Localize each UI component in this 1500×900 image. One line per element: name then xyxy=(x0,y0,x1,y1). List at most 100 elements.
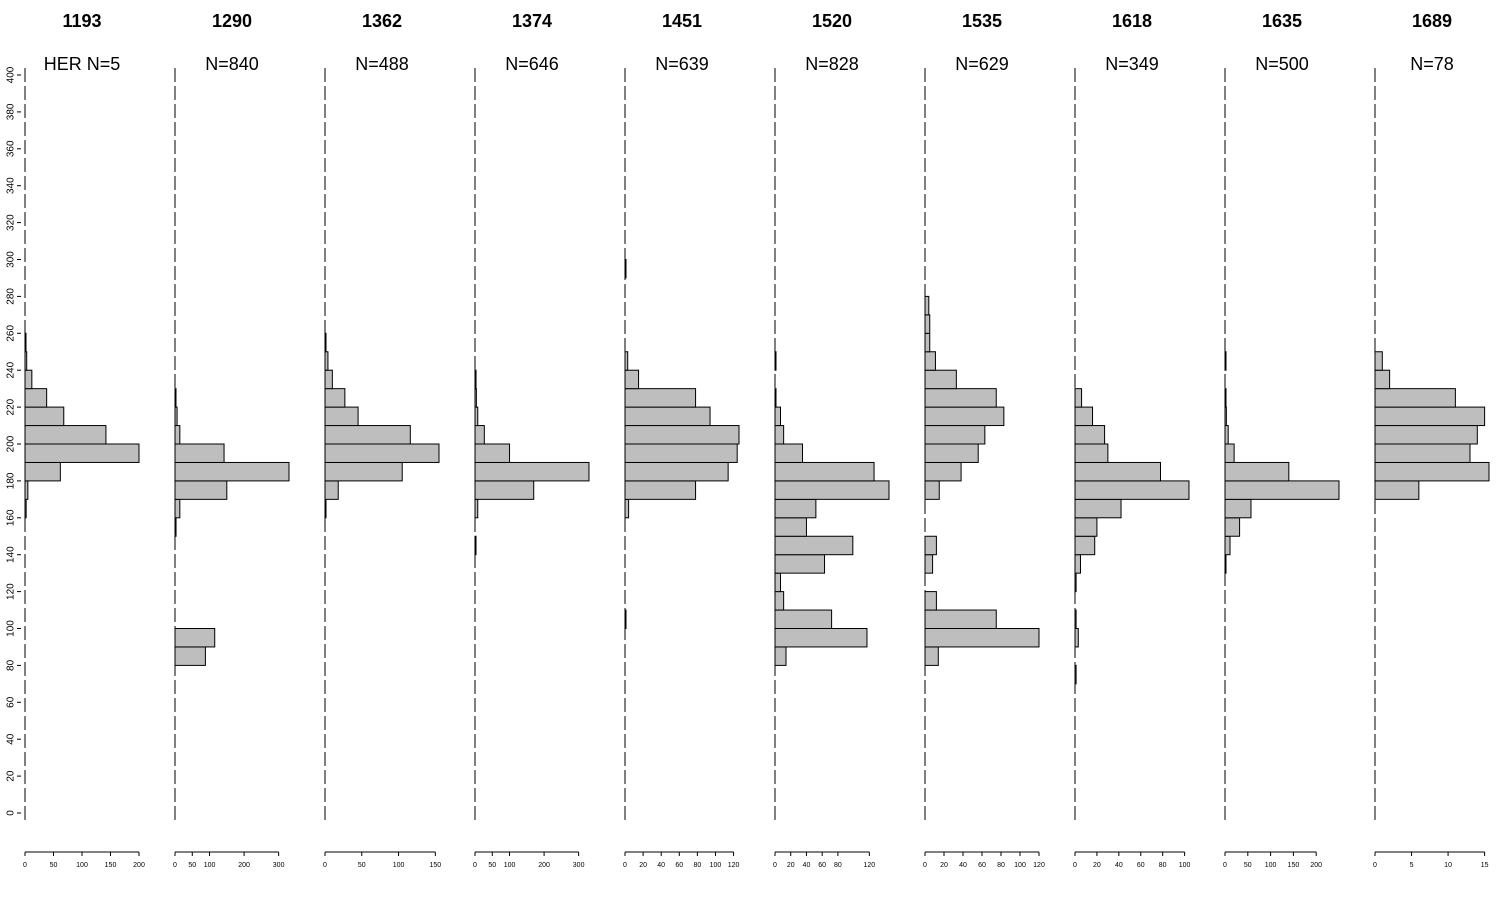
histogram-bar xyxy=(774,406,782,427)
histogram-bar xyxy=(1074,554,1081,574)
histogram-bar xyxy=(1374,388,1456,408)
histogram-bar xyxy=(174,628,216,648)
panel-title: 1193 xyxy=(62,11,101,31)
panel-title: 1290 xyxy=(212,11,252,31)
x-tick-label: 20 xyxy=(940,862,948,869)
histogram-bar xyxy=(474,388,477,408)
histogram-bar xyxy=(924,406,1005,427)
histogram-bar xyxy=(1374,443,1471,463)
histogram-bar xyxy=(1224,498,1252,519)
y-tick-label: 320 xyxy=(6,214,17,231)
histogram-bar xyxy=(774,425,785,445)
histogram-bar xyxy=(924,535,937,556)
histogram-bar xyxy=(1074,425,1106,445)
histogram-panel: 1618 N=349 0 20 40 60 80 100 xyxy=(1073,11,1191,869)
histogram-bar xyxy=(24,388,48,408)
x-tick-label: 0 xyxy=(23,862,27,869)
x-tick-label: 80 xyxy=(997,862,1005,869)
histogram-bar xyxy=(1224,406,1227,427)
histogram-bar xyxy=(324,351,329,371)
histogram-bar xyxy=(24,369,33,390)
x-tick-label: 100 xyxy=(504,862,516,869)
histogram-bar xyxy=(624,425,740,445)
histogram-bar xyxy=(924,425,986,445)
x-tick-label: 150 xyxy=(105,862,117,869)
histogram-bar xyxy=(174,517,177,537)
y-tick-label: 240 xyxy=(6,361,17,378)
histogram-bar xyxy=(174,480,228,500)
x-tick-label: 120 xyxy=(864,862,876,869)
histogram-bar xyxy=(924,591,937,611)
panel-sample-size: N=840 xyxy=(205,54,259,74)
x-tick-label: 300 xyxy=(273,862,285,869)
histogram-bar xyxy=(1074,664,1077,685)
histogram-bar xyxy=(924,461,962,482)
x-tick-label: 50 xyxy=(358,862,366,869)
histogram-bar xyxy=(774,517,807,537)
histogram-bar xyxy=(1074,535,1096,556)
panel-sample-size: N=639 xyxy=(655,54,709,74)
panel-sample-size: N=828 xyxy=(805,54,859,74)
x-tick-label: 0 xyxy=(473,862,477,869)
histogram-bar xyxy=(1074,609,1077,629)
x-tick-label: 10 xyxy=(1444,862,1452,869)
y-tick-label: 40 xyxy=(6,733,17,745)
histogram-bar xyxy=(1374,406,1486,427)
histogram-bar xyxy=(924,443,979,463)
histogram-bar xyxy=(474,406,479,427)
histogram-bar xyxy=(24,351,28,371)
histogram-bar xyxy=(924,646,939,666)
x-tick-label: 0 xyxy=(1373,862,1377,869)
histogram-bar xyxy=(1074,443,1109,463)
histogram-bar xyxy=(1224,388,1227,408)
histogram-bar xyxy=(624,498,630,519)
x-tick-label: 150 xyxy=(429,862,441,869)
histogram-bar xyxy=(1224,425,1229,445)
histogram-panel: 1193 HER N=5 0 50 100 150 200 xyxy=(23,11,145,869)
histogram-bar xyxy=(474,480,535,500)
histogram-bar xyxy=(924,628,1040,648)
histogram-bar xyxy=(474,425,485,445)
y-tick-label: 400 xyxy=(6,66,17,83)
histogram-bar xyxy=(924,332,931,353)
histogram-bar xyxy=(24,480,29,500)
histogram-bar xyxy=(624,351,629,371)
histogram-bar xyxy=(774,461,875,482)
histogram-bar xyxy=(1224,480,1340,500)
x-tick-label: 0 xyxy=(323,862,327,869)
histogram-bar xyxy=(1374,351,1383,371)
histogram-bar xyxy=(174,498,181,519)
x-tick-label: 200 xyxy=(1310,862,1322,869)
panel-title: 1362 xyxy=(362,11,402,31)
histogram-bar xyxy=(174,461,290,482)
histogram-bar xyxy=(1224,517,1241,537)
histogram-bar xyxy=(1374,480,1420,500)
histogram-panel: 1520 N=828 0 20 40 60 80 120 xyxy=(773,11,890,869)
histogram-bar xyxy=(1374,369,1391,390)
histogram-bar xyxy=(624,461,729,482)
x-tick-label: 50 xyxy=(488,862,496,869)
histogram-bar xyxy=(1074,628,1079,648)
histogram-bar xyxy=(774,591,785,611)
histogram-bar xyxy=(624,406,711,427)
y-tick-label: 220 xyxy=(6,398,17,415)
histogram-bar xyxy=(774,609,833,629)
histogram-panel: 1362 N=488 0 50 100 150 xyxy=(323,11,441,869)
x-tick-label: 150 xyxy=(1288,862,1300,869)
histogram-bar xyxy=(624,259,627,279)
histogram-bar xyxy=(774,351,777,371)
histogram-bar xyxy=(924,369,957,390)
histogram-bar xyxy=(474,369,477,390)
histogram-bar xyxy=(474,461,590,482)
x-tick-label: 100 xyxy=(710,862,722,869)
panel-title: 1520 xyxy=(812,11,852,31)
histogram-bar xyxy=(624,369,640,390)
histogram-bar xyxy=(324,388,346,408)
histogram-bar xyxy=(1374,461,1490,482)
histogram-bar xyxy=(324,406,359,427)
histogram-bar xyxy=(774,498,817,519)
histogram-bar xyxy=(324,480,339,500)
histogram-bar xyxy=(24,498,27,519)
x-tick-label: 0 xyxy=(1073,862,1077,869)
